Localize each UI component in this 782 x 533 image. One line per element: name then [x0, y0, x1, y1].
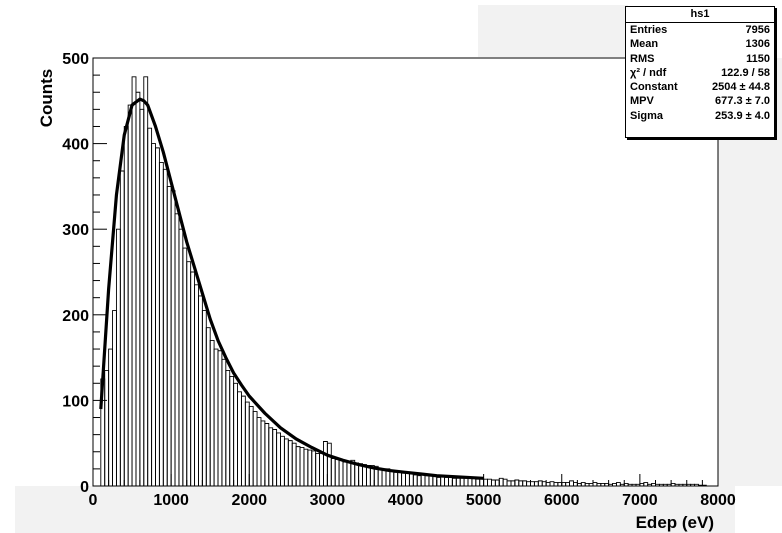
axis-ticks — [92, 57, 719, 487]
y-tick-label: 400 — [62, 137, 89, 154]
y-tick-label: 0 — [80, 479, 89, 496]
y-tick-label: 300 — [62, 222, 89, 239]
x-tick-label: 1000 — [153, 492, 189, 509]
stats-row-chi2: χ² / ndf 122.9 / 58 — [626, 66, 774, 80]
stats-label: RMS — [630, 52, 655, 65]
stats-row-sigma: Sigma 253.9 ± 4.0 — [626, 109, 774, 123]
stats-title: hs1 — [626, 7, 774, 23]
x-tick-label: 7000 — [622, 492, 658, 509]
stats-box: hs1 Entries 7956 Mean 1306 RMS 1150 χ² /… — [625, 6, 775, 138]
landau-fit-curve — [99, 97, 484, 480]
top-shade — [478, 5, 628, 57]
stats-label: Constant — [630, 81, 678, 94]
stats-value: 1306 — [745, 38, 770, 51]
bottom-shade — [15, 486, 735, 533]
stats-label: MPV — [630, 95, 654, 108]
tick-labels: 0 1000 2000 3000 4000 5000 6000 7000 8000 0 100 200… — [62, 51, 736, 509]
x-tick-label: 6000 — [544, 492, 580, 509]
stats-row-mpv: MPV 677.3 ± 7.0 — [626, 94, 774, 108]
stats-row-mean: Mean 1306 — [626, 37, 774, 51]
x-tick-label: 8000 — [700, 492, 736, 509]
stats-value: 2504 ± 44.8 — [711, 81, 770, 94]
y-tick-label: 200 — [62, 308, 89, 325]
y-tick-label: 500 — [62, 51, 89, 68]
stats-value: 1150 — [746, 52, 770, 65]
stats-row-constant: Constant 2504 ± 44.8 — [626, 80, 774, 94]
x-tick-label: 3000 — [310, 492, 346, 509]
stats-value: 7956 — [745, 24, 770, 36]
y-axis-title: Counts — [37, 69, 56, 128]
stats-label: Sigma — [630, 109, 664, 122]
x-tick-label: 0 — [89, 492, 98, 509]
x-axis-title: Edep (eV) — [636, 513, 714, 532]
stats-value: 253.9 ± 4.0 — [715, 109, 770, 122]
x-tick-label: 5000 — [466, 492, 502, 509]
stats-label: χ² / ndf — [630, 66, 667, 79]
stats-value: 677.3 ± 7.0 — [715, 95, 770, 108]
stats-label: Entries — [630, 24, 668, 36]
x-tick-label: 4000 — [388, 492, 424, 509]
x-tick-label: 2000 — [231, 492, 267, 509]
stats-value: 122.9 / 58 — [721, 66, 770, 79]
y-tick-label: 100 — [62, 393, 89, 410]
stats-row-entries: Entries 7956 — [626, 23, 774, 37]
stats-row-rms: RMS 1150 — [626, 52, 774, 66]
stats-label: Mean — [630, 38, 659, 51]
